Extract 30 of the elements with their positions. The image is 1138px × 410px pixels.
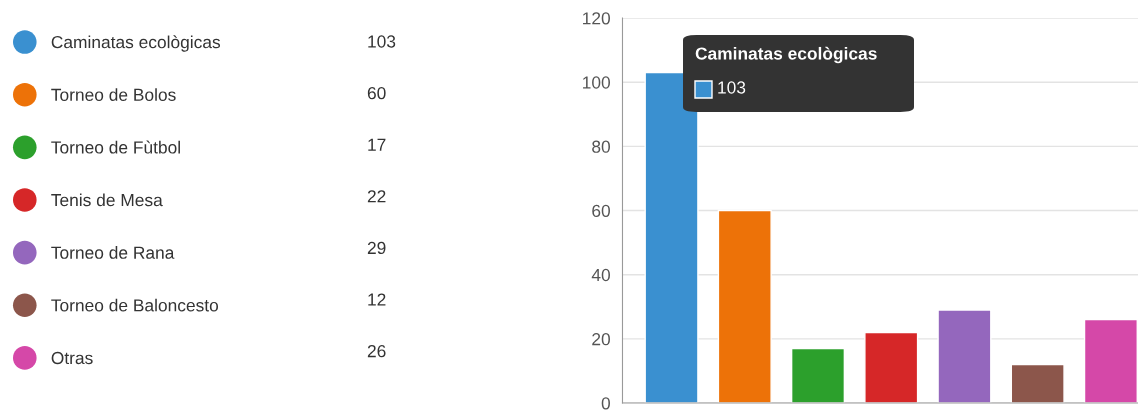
y-tick-label: 60: [592, 204, 610, 217]
bar: [1083, 318, 1138, 404]
bar: [864, 331, 919, 404]
text: 60: [367, 86, 386, 100]
text: 29: [367, 241, 386, 255]
text: 103: [368, 35, 396, 48]
y-tick-label: 20: [592, 333, 610, 346]
annotation: 103: [718, 81, 746, 94]
y-tick-label: 100: [583, 76, 610, 89]
legend-label: Torneo de Bolos: [51, 88, 176, 101]
y-tick-label: 120: [583, 12, 610, 25]
text: 12: [368, 293, 386, 306]
legend-label: Torneo de Rana: [51, 246, 175, 259]
bar: [644, 71, 699, 404]
text: 26: [367, 345, 386, 358]
bar: [1010, 363, 1065, 404]
legend-label: Tenis de Mesa: [51, 193, 163, 207]
legend-label: Torneo de Fùtbol: [51, 140, 180, 154]
legend-label: Otras: [51, 351, 93, 365]
y-tick-label: 80: [592, 140, 610, 153]
text: 22: [367, 190, 386, 203]
y-tick-label: 0: [601, 397, 610, 410]
text: 17: [368, 138, 386, 151]
y-tick-label: 40: [591, 268, 610, 282]
legend-label: Torneo de Baloncesto: [51, 298, 219, 312]
legend-label: Caminatas ecològicas: [51, 35, 221, 52]
bar: [937, 309, 992, 404]
annotation: Caminatas ecològicas: [695, 46, 877, 64]
bar: [717, 209, 772, 404]
bar: [790, 347, 846, 404]
